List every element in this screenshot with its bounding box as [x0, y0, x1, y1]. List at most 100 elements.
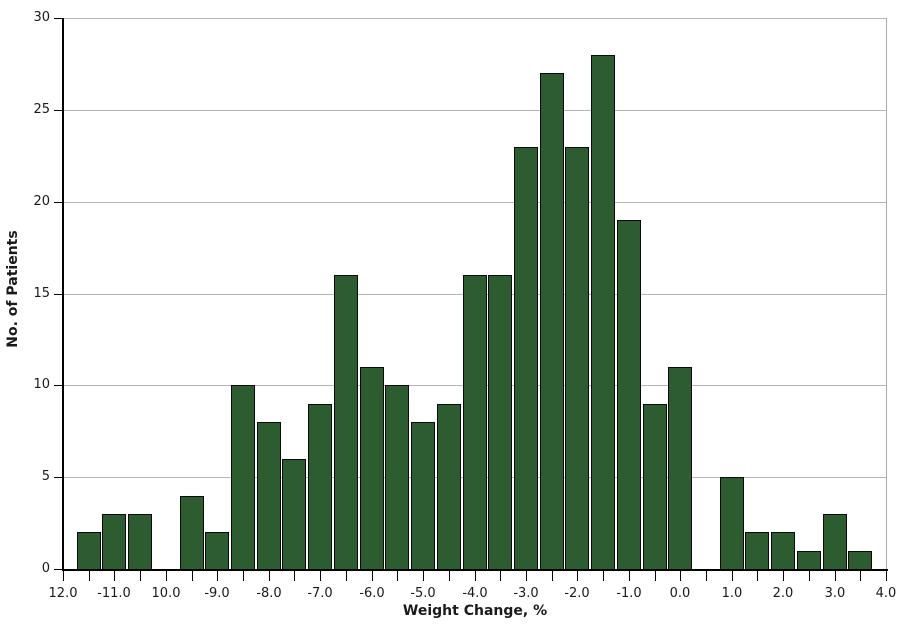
- x-tick-label-4: 4.0: [875, 586, 897, 601]
- x-tick--5.5: [397, 571, 398, 581]
- x-tick--3.5: [500, 571, 501, 581]
- bar-x3.5: [848, 551, 872, 570]
- x-tick--10.5: [140, 571, 141, 581]
- y-tick-label-5: 5: [41, 469, 50, 484]
- x-tick-label--11: -11.0: [97, 586, 131, 601]
- bar-x2.5: [797, 551, 821, 570]
- x-tick--10.0: [166, 571, 167, 581]
- bar-x-1: [617, 220, 641, 570]
- y-tick-0: [54, 569, 62, 570]
- x-tick-1.5: [757, 571, 758, 581]
- x-tick-label--10: 10.0: [151, 586, 181, 601]
- x-tick-label-3: 3.0: [824, 586, 846, 601]
- bar-x3: [823, 514, 847, 570]
- bar-x-4: [463, 275, 487, 570]
- x-tick--5.0: [423, 571, 424, 581]
- x-tick-2.5: [809, 571, 810, 581]
- x-tick--6.5: [346, 571, 347, 581]
- x-tick-label-1: 1.0: [721, 586, 743, 601]
- bar-x-10.5: [128, 514, 152, 570]
- y-tick-label-15: 15: [33, 286, 50, 301]
- bar-x-5.5: [385, 385, 409, 570]
- y-tick-20: [54, 202, 62, 203]
- y-tick-label-30: 30: [33, 10, 50, 25]
- y-tick-10: [54, 385, 62, 386]
- x-tick--8.0: [269, 571, 270, 581]
- x-tick--12.0: [63, 571, 64, 581]
- y-tick-label-25: 25: [33, 102, 50, 117]
- x-tick--11.0: [114, 571, 115, 581]
- x-tick-1.0: [732, 571, 733, 581]
- x-tick-3.5: [860, 571, 861, 581]
- x-tick--7.5: [294, 571, 295, 581]
- bar-x-0.5: [643, 404, 667, 570]
- x-tick--2.5: [552, 571, 553, 581]
- bar-x-11.5: [77, 532, 101, 570]
- x-tick-4.0: [886, 571, 887, 581]
- x-tick--4.0: [475, 571, 476, 581]
- x-tick--7.0: [320, 571, 321, 581]
- x-tick--8.5: [243, 571, 244, 581]
- x-tick--1.0: [629, 571, 630, 581]
- bar-x-1.5: [591, 55, 615, 570]
- x-axis-line: [62, 569, 888, 571]
- x-tick-label--3: -3.0: [513, 586, 539, 601]
- y-tick-30: [54, 18, 62, 19]
- x-tick-label--8: -8.0: [256, 586, 282, 601]
- x-tick--4.5: [449, 571, 450, 581]
- bar-x-7.5: [282, 459, 306, 570]
- x-tick-label--4: -4.0: [462, 586, 488, 601]
- x-tick-3.0: [835, 571, 836, 581]
- bar-x0: [668, 367, 692, 570]
- y-gridline-25: [63, 110, 886, 111]
- x-tick-label--9: -9.0: [204, 586, 230, 601]
- x-tick-label-0: 0.0: [669, 586, 691, 601]
- bar-x1.5: [745, 532, 769, 570]
- bar-x-2: [565, 147, 589, 570]
- x-tick-label--2: -2.0: [564, 586, 590, 601]
- x-tick-label--5: -5.0: [410, 586, 436, 601]
- x-tick--3.0: [526, 571, 527, 581]
- x-tick-label--7: -7.0: [307, 586, 333, 601]
- bar-x-5: [411, 422, 435, 570]
- x-tick-label--12: 12.0: [48, 586, 78, 601]
- x-tick--0.5: [655, 571, 656, 581]
- bar-x-9.5: [180, 496, 204, 570]
- bar-x-11: [102, 514, 126, 570]
- bar-x2: [771, 532, 795, 570]
- x-tick-label-2: 2.0: [772, 586, 794, 601]
- plot-right-border: [886, 18, 887, 569]
- bar-x-6: [360, 367, 384, 570]
- y-gridline-20: [63, 202, 886, 203]
- bar-x-7: [308, 404, 332, 570]
- x-tick-2.0: [783, 571, 784, 581]
- bar-x-2.5: [540, 73, 564, 570]
- x-tick--2.0: [577, 571, 578, 581]
- x-axis-title: Weight Change, %: [402, 603, 548, 619]
- x-tick-label--1: -1.0: [616, 586, 642, 601]
- bar-x-3.5: [488, 275, 512, 570]
- x-tick--1.5: [603, 571, 604, 581]
- y-tick-25: [54, 110, 62, 111]
- bar-x-8: [257, 422, 281, 570]
- x-tick--6.0: [372, 571, 373, 581]
- bar-x1: [720, 477, 744, 570]
- bar-x-9: [205, 532, 229, 570]
- y-axis-line: [62, 18, 64, 571]
- y-tick-5: [54, 477, 62, 478]
- y-gridline-30: [63, 18, 886, 19]
- x-tick-0.5: [706, 571, 707, 581]
- y-tick-label-0: 0: [41, 561, 50, 576]
- bar-x-8.5: [231, 385, 255, 570]
- bar-x-6.5: [334, 275, 358, 570]
- bar-x-3: [514, 147, 538, 570]
- y-tick-label-20: 20: [33, 194, 50, 209]
- x-tick-label--6: -6.0: [359, 586, 385, 601]
- x-tick--9.5: [192, 571, 193, 581]
- y-tick-15: [54, 294, 62, 295]
- bar-x-4.5: [437, 404, 461, 570]
- x-tick-0.0: [680, 571, 681, 581]
- x-tick--11.5: [89, 571, 90, 581]
- y-tick-label-10: 10: [33, 377, 50, 392]
